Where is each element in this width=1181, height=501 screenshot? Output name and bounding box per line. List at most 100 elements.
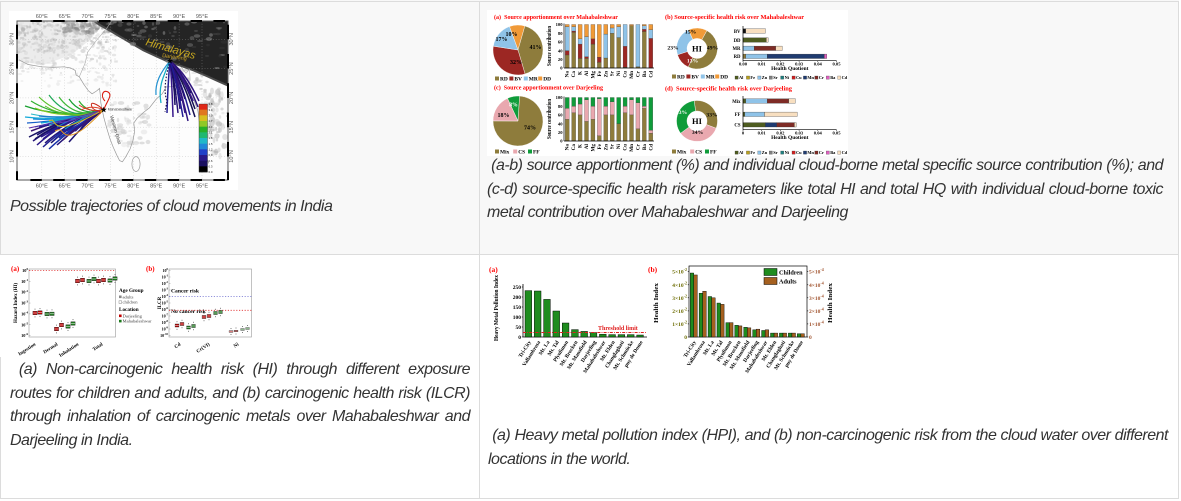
- svg-text:2×10-2: 2×10-2: [672, 306, 687, 315]
- svg-text:0: 0: [560, 139, 563, 144]
- svg-text:Fe: Fe: [597, 143, 603, 149]
- svg-text:CS: CS: [518, 149, 525, 155]
- svg-text:10-4: 10-4: [21, 311, 28, 317]
- svg-text:65°E: 65°E: [59, 14, 71, 20]
- svg-text:CS: CS: [695, 149, 702, 155]
- svg-text:Zn: Zn: [762, 75, 768, 80]
- svg-text:10-10: 10-10: [160, 332, 168, 338]
- svg-text:90°E: 90°E: [173, 184, 185, 190]
- svg-text:Sr: Sr: [773, 150, 777, 155]
- svg-text:60: 60: [558, 40, 563, 45]
- svg-text:3.4: 3.4: [209, 108, 213, 112]
- svg-text:0: 0: [560, 66, 563, 71]
- svg-text:Cr: Cr: [635, 143, 641, 150]
- svg-text:10-3: 10-3: [162, 287, 169, 293]
- svg-text:2×10-4: 2×10-4: [809, 306, 824, 315]
- svg-text:34%: 34%: [692, 130, 704, 136]
- svg-text:0.0: 0.0: [209, 170, 213, 174]
- svg-text:100: 100: [556, 95, 564, 100]
- svg-text:RD: RD: [734, 55, 741, 60]
- svg-text:Cu: Cu: [623, 144, 629, 151]
- svg-text:10-8: 10-8: [162, 319, 169, 325]
- svg-text:Cd: Cd: [842, 150, 848, 155]
- svg-text:2.7: 2.7: [209, 119, 213, 123]
- svg-text:MR: MR: [529, 76, 538, 82]
- svg-text:DD: DD: [734, 39, 741, 44]
- svg-text:74%: 74%: [524, 126, 536, 132]
- svg-text:90°E: 90°E: [173, 14, 185, 20]
- svg-text:30°N: 30°N: [10, 33, 16, 46]
- svg-text:Mg: Mg: [590, 144, 596, 152]
- svg-text:Ni: Ni: [785, 150, 790, 155]
- svg-text:10-7: 10-7: [162, 313, 169, 319]
- svg-text:20°N: 20°N: [10, 92, 16, 105]
- svg-text:0.04: 0.04: [814, 61, 823, 66]
- svg-text:70°E: 70°E: [81, 14, 93, 20]
- svg-text:Cr: Cr: [819, 150, 824, 155]
- svg-text:0.01: 0.01: [758, 130, 767, 135]
- svg-text:10-1: 10-1: [21, 278, 28, 284]
- svg-text:(a): (a): [11, 265, 20, 273]
- svg-text:Cd: Cd: [174, 342, 182, 350]
- svg-text:3.8: 3.8: [209, 102, 213, 106]
- svg-text:85°E: 85°E: [150, 14, 162, 20]
- svg-text:HI: HI: [692, 116, 703, 126]
- svg-text:Na: Na: [565, 144, 571, 151]
- svg-text:10-4: 10-4: [162, 293, 169, 299]
- svg-text:(b): (b): [648, 265, 658, 274]
- svg-text:DD: DD: [720, 74, 728, 80]
- svg-text:Mix: Mix: [677, 149, 687, 155]
- svg-text:Mix: Mix: [732, 100, 741, 105]
- svg-text:5×10-2: 5×10-2: [672, 267, 687, 276]
- svg-text:Sr: Sr: [610, 143, 616, 149]
- svg-text:Mn: Mn: [629, 144, 635, 152]
- svg-text:(a) Source apportionment over: (a) Source apportionment over Mahabalesh…: [494, 14, 618, 21]
- svg-text:95°E: 95°E: [196, 184, 208, 190]
- svg-text:Cd: Cd: [648, 144, 654, 151]
- svg-text:Children: Children: [779, 270, 803, 277]
- svg-text:Ni: Ni: [785, 75, 790, 80]
- svg-text:10-3: 10-3: [21, 300, 28, 306]
- svg-text:BV: BV: [734, 30, 741, 35]
- svg-text:Mn: Mn: [807, 150, 814, 155]
- svg-text:17%: 17%: [496, 37, 508, 43]
- svg-text:10-1: 10-1: [162, 274, 169, 280]
- svg-text:49%: 49%: [707, 45, 719, 51]
- svg-text:Location: Location: [119, 307, 139, 313]
- svg-text:MR: MR: [733, 47, 742, 52]
- svg-text:1.2: 1.2: [209, 148, 213, 152]
- svg-text:60: 60: [558, 113, 563, 118]
- svg-text:Mg: Mg: [590, 71, 596, 79]
- svg-text:BV: BV: [514, 76, 522, 82]
- svg-text:25°N: 25°N: [229, 62, 235, 75]
- svg-text:MR: MR: [706, 74, 715, 80]
- svg-text:250: 250: [513, 285, 522, 291]
- svg-text:15°N: 15°N: [10, 121, 16, 134]
- svg-text:Cd: Cd: [842, 75, 848, 80]
- svg-text:33%: 33%: [706, 113, 718, 119]
- svg-text:33%: 33%: [676, 110, 688, 116]
- svg-text:10-9: 10-9: [162, 326, 169, 332]
- svg-text:0.9: 0.9: [209, 153, 213, 157]
- svg-text:25°N: 25°N: [10, 62, 16, 75]
- svg-text:Mahabaleshwar: Mahabaleshwar: [123, 319, 153, 324]
- svg-text:K: K: [578, 71, 584, 75]
- svg-text:10-5: 10-5: [162, 300, 169, 306]
- svg-text:RD: RD: [677, 74, 685, 80]
- svg-text:Age Group: Age Group: [119, 288, 144, 294]
- svg-text:Health Quotient: Health Quotient: [771, 66, 808, 72]
- svg-text:100: 100: [513, 315, 522, 321]
- svg-text:Ni: Ni: [233, 342, 240, 349]
- svg-text:75°E: 75°E: [104, 184, 116, 190]
- svg-text:0.00: 0.00: [739, 61, 748, 66]
- svg-text:Sr: Sr: [610, 70, 616, 76]
- svg-text:1.5: 1.5: [209, 142, 213, 146]
- svg-text:80: 80: [558, 31, 563, 36]
- svg-text:Mix: Mix: [500, 149, 510, 155]
- svg-text:Ni: Ni: [616, 143, 622, 149]
- svg-text:0.02: 0.02: [776, 61, 785, 66]
- svg-text:Darjeeling: Darjeeling: [123, 313, 143, 318]
- svg-text:Cu: Cu: [623, 71, 629, 78]
- svg-text:0.02: 0.02: [776, 130, 785, 135]
- svg-text:RD: RD: [500, 76, 508, 82]
